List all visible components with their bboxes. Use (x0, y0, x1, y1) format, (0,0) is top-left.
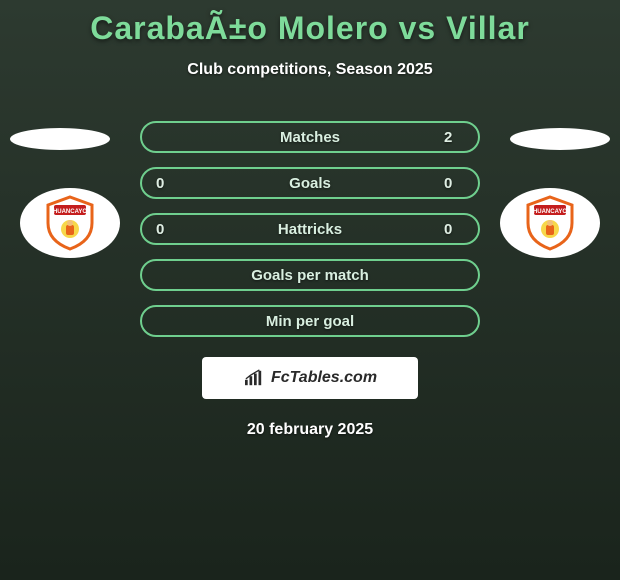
club-badge-left: HUANCAYO (20, 188, 120, 258)
stat-label: Min per goal (176, 313, 444, 330)
stat-label: Goals (176, 175, 444, 192)
bar-chart-icon (243, 369, 265, 387)
stat-label: Goals per match (176, 267, 444, 284)
stat-row-min-per-goal: Min per goal (140, 305, 480, 337)
page-title: CarabaÃ±o Molero vs Villar (0, 0, 620, 47)
subtitle: Club competitions, Season 2025 (0, 61, 620, 79)
stat-label: Hattricks (176, 221, 444, 238)
stat-row-hattricks: 0 Hattricks 0 (140, 213, 480, 245)
stat-left-value: 0 (156, 175, 176, 192)
stat-row-goals: 0 Goals 0 (140, 167, 480, 199)
player-photo-right (510, 128, 610, 150)
shield-icon: HUANCAYO (40, 193, 100, 253)
stat-label: Matches (176, 129, 444, 146)
stat-right-value: 2 (444, 129, 464, 146)
watermark-text: FcTables.com (271, 369, 377, 387)
shield-icon: HUANCAYO (520, 193, 580, 253)
date-label: 20 february 2025 (0, 421, 620, 439)
stat-right-value: 0 (444, 175, 464, 192)
player-photo-left (10, 128, 110, 150)
stat-left-value: 0 (156, 221, 176, 238)
svg-text:HUANCAYO: HUANCAYO (53, 209, 87, 215)
club-badge-right: HUANCAYO (500, 188, 600, 258)
svg-text:HUANCAYO: HUANCAYO (533, 209, 567, 215)
stats-table: Matches 2 0 Goals 0 0 Hattricks 0 Goals … (140, 121, 480, 337)
stat-row-goals-per-match: Goals per match (140, 259, 480, 291)
stat-right-value: 0 (444, 221, 464, 238)
watermark: FcTables.com (202, 357, 418, 399)
stat-row-matches: Matches 2 (140, 121, 480, 153)
